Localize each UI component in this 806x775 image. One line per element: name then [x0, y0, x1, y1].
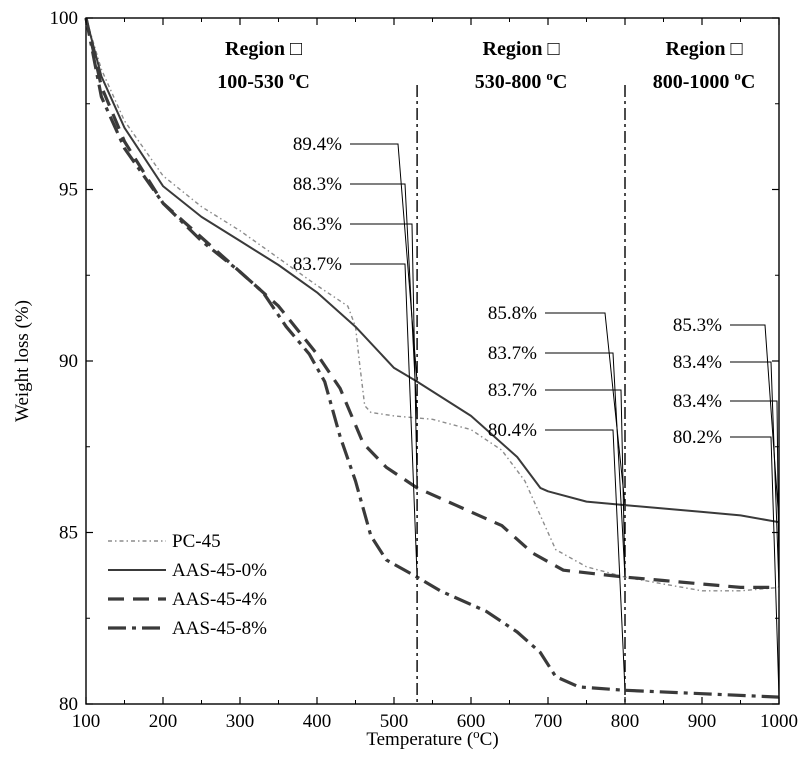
legend-label: PC-45 [172, 531, 221, 552]
y-tick-label: 100 [50, 8, 79, 29]
region-title: Region □ [483, 38, 560, 60]
region-range: 800-1000 oC [653, 68, 756, 93]
x-axis-title: Temperature (oC) [366, 726, 498, 750]
annotation-label: 83.4% [673, 352, 722, 373]
region-range: 100-530 oC [217, 68, 310, 93]
annotation-leader-line [545, 313, 625, 505]
annotation-leader-line [730, 401, 779, 587]
annotation-leader-line [350, 264, 417, 577]
annotation-leader-line [350, 184, 417, 419]
x-tick-label: 700 [534, 711, 563, 732]
annotation-label: 80.4% [488, 420, 537, 441]
annotation-label: 83.4% [673, 391, 722, 412]
x-tick-label: 900 [688, 711, 717, 732]
annotation-label: 83.7% [488, 380, 537, 401]
annotation-leaders [350, 144, 779, 697]
annotation-label: 83.7% [293, 254, 342, 275]
annotation-leader-line [350, 144, 417, 382]
text-labels: 100 200 300 400 500 600 700 800 900 1000808590951… [12, 8, 798, 750]
annotation-leader-line [545, 430, 625, 690]
annotation-label: 85.8% [488, 303, 537, 324]
annotation-label: 83.7% [488, 343, 537, 364]
x-tick-label: 200 [149, 711, 178, 732]
legend-label: AAS-45-8% [172, 618, 267, 639]
x-tick-label: 1000 [760, 711, 798, 732]
legend: PC-45 AAS-45-0% AAS-45-4% AAS-45-8% [108, 531, 267, 639]
region-title: Region □ [665, 38, 742, 60]
region-range: 530-800 oC [475, 68, 568, 93]
series-line-pc-45 [86, 18, 779, 591]
annotation-label: 88.3% [293, 174, 342, 195]
y-tick-label: 90 [59, 351, 78, 372]
y-axis-title: Weight loss (%) [12, 300, 33, 422]
x-tick-label: 300 [226, 711, 255, 732]
annotation-label: 85.3% [673, 315, 722, 336]
y-tick-label: 85 [59, 523, 78, 544]
region-title: Region □ [225, 38, 302, 60]
x-tick-label: 800 [611, 711, 640, 732]
series-line-aas-45-4- [86, 18, 779, 587]
annotation-label: 89.4% [293, 134, 342, 155]
annotation-leader-line [730, 325, 779, 522]
legend-label: AAS-45-0% [172, 560, 267, 581]
x-tick-label: 400 [303, 711, 332, 732]
annotation-label: 80.2% [673, 427, 722, 448]
annotation-leader-line [545, 390, 625, 577]
legend-label: AAS-45-4% [172, 589, 267, 610]
y-tick-label: 95 [59, 180, 78, 201]
y-tick-label: 80 [59, 694, 78, 715]
annotation-label: 86.3% [293, 214, 342, 235]
annotation-leader-line [730, 437, 779, 697]
annotation-leader-line [730, 362, 779, 587]
